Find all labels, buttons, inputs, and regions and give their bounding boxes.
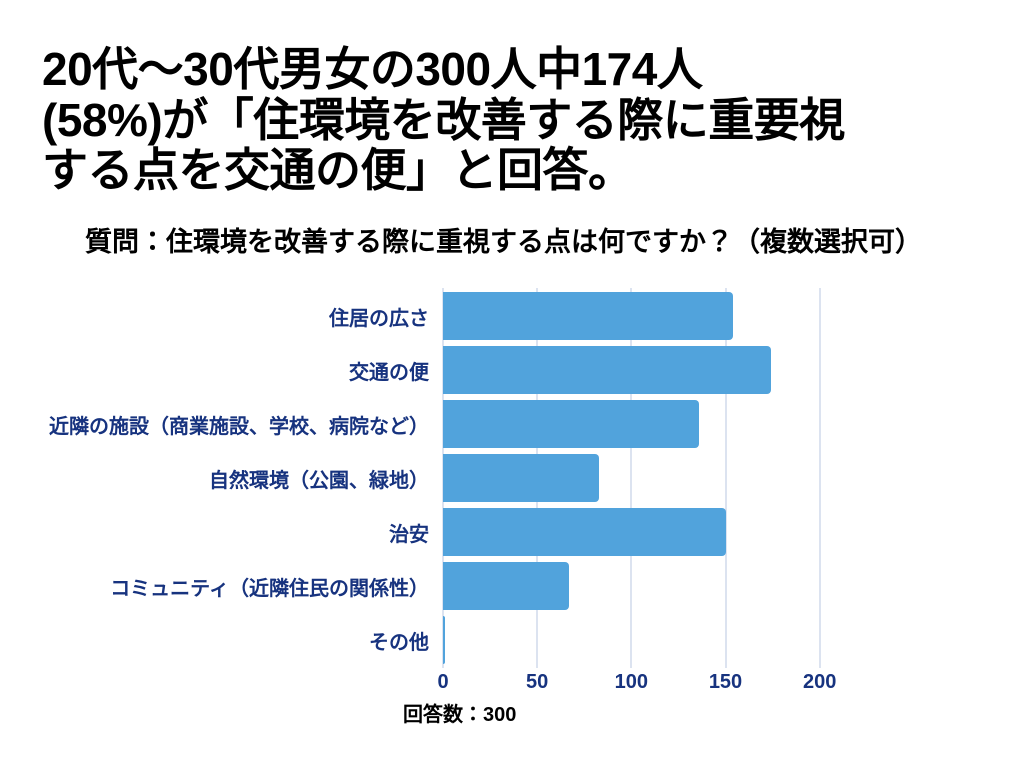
chart-row: その他 bbox=[0, 613, 1024, 667]
chart-row: 自然環境（公園、緑地） bbox=[0, 451, 1024, 505]
x-axis-tick: 100 bbox=[614, 671, 649, 693]
chart-question-subtitle: 質問：住環境を改善する際に重視する点は何ですか？（複数選択可） bbox=[85, 227, 922, 257]
category-label: 治安 bbox=[389, 523, 429, 546]
bar bbox=[443, 508, 726, 556]
bar-track bbox=[443, 616, 863, 664]
page-title: 20代〜30代男女の300人中174人 (58%)が「住環境を改善する際に重要視… bbox=[42, 44, 992, 196]
title-line-1: 20代〜30代男女の300人中174人 bbox=[42, 43, 703, 95]
bar-track bbox=[443, 292, 863, 340]
bar-track bbox=[443, 562, 863, 610]
bar bbox=[443, 292, 734, 340]
gridline bbox=[818, 288, 821, 668]
chart-row: 近隣の施設（商業施設、学校、病院など） bbox=[0, 397, 1024, 451]
bar bbox=[443, 400, 700, 448]
category-label: コミュニティ（近隣住民の関係性） bbox=[110, 577, 429, 600]
title-line-3: する点を交通の便」と回答。 bbox=[42, 144, 634, 197]
chart-row: 住居の広さ bbox=[0, 289, 1024, 343]
gridline bbox=[724, 288, 727, 668]
chart-rows: 住居の広さ交通の便近隣の施設（商業施設、学校、病院など） 自然環境（公園、緑地） 治… bbox=[0, 289, 1024, 667]
category-label: その他 bbox=[369, 631, 429, 654]
bar bbox=[443, 454, 600, 502]
x-axis-tick: 150 bbox=[708, 671, 743, 693]
bar-track bbox=[443, 454, 863, 502]
chart-row: 交通の便 bbox=[0, 343, 1024, 397]
category-label: 近隣の施設（商業施設、学校、病院など） bbox=[49, 415, 429, 438]
bar-track bbox=[443, 508, 863, 556]
chart-row: コミュニティ（近隣住民の関係性） bbox=[0, 559, 1024, 613]
bar-track bbox=[443, 346, 863, 394]
x-axis-tick: 200 bbox=[802, 671, 837, 693]
category-label: 住居の広さ bbox=[329, 307, 429, 330]
bar-chart: 住居の広さ交通の便近隣の施設（商業施設、学校、病院など） 自然環境（公園、緑地） 治… bbox=[0, 288, 1024, 738]
x-axis-tick: 0 bbox=[437, 671, 449, 693]
x-axis-tick: 50 bbox=[526, 671, 549, 693]
x-axis: 0 50 100 150 200 bbox=[437, 671, 863, 697]
category-label: 自然環境（公園、緑地） bbox=[209, 469, 429, 492]
bar-track bbox=[443, 400, 863, 448]
category-label: 交通の便 bbox=[349, 361, 429, 384]
axis-footnote: 回答数：300 bbox=[403, 704, 517, 726]
chart-row: 治安 bbox=[0, 505, 1024, 559]
bar bbox=[443, 346, 771, 394]
title-line-2: (58%)が「住環境を改善する際に重要視 bbox=[42, 93, 845, 146]
bar bbox=[443, 562, 570, 610]
bar bbox=[443, 616, 445, 664]
gridline bbox=[630, 288, 633, 668]
